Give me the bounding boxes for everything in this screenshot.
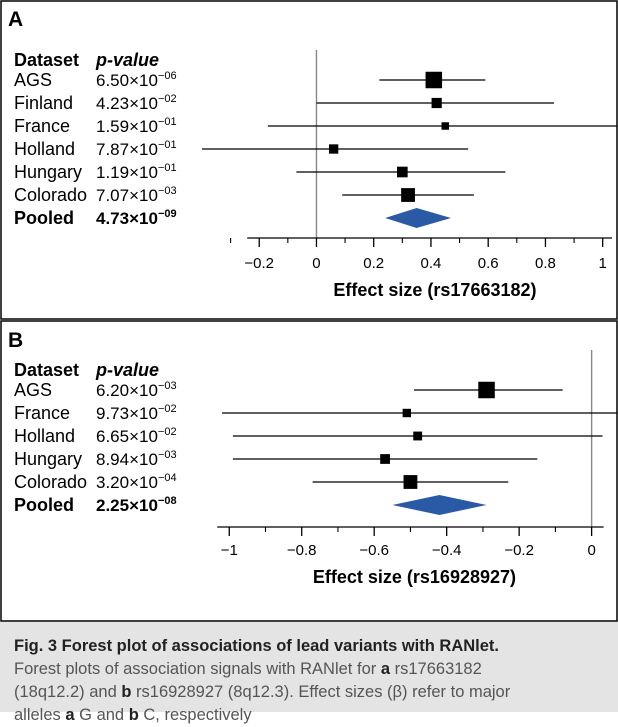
dataset-label: Hungary	[14, 449, 82, 469]
p-value-exponent: −01	[158, 139, 177, 151]
caption-ref-b: b	[128, 706, 139, 724]
p-value-label: 3.20×10−04	[96, 472, 177, 492]
point-estimate	[413, 431, 423, 441]
column-header-pvalue: p-value	[95, 360, 159, 380]
p-value-label: 4.73×10−09	[96, 208, 177, 228]
x-tick-label: 0.4	[421, 255, 442, 272]
column-header-dataset: Dataset	[14, 360, 79, 380]
dataset-label: Colorado	[14, 185, 87, 205]
dataset-label: France	[14, 403, 70, 423]
x-tick-label: −0.8	[287, 542, 317, 559]
pooled-diamond	[385, 208, 451, 228]
pooled-label: Pooled	[14, 208, 74, 228]
p-value-label: 1.59×10−01	[96, 116, 177, 136]
caption-text: rs16928927 (8q12.3). Effect sizes (β) re…	[136, 683, 511, 701]
point-estimate	[328, 144, 339, 154]
dataset-label: France	[14, 116, 70, 136]
dataset-label: AGS	[14, 380, 52, 400]
p-value-label: 6.20×10−03	[96, 380, 177, 400]
pooled-diamond	[392, 495, 487, 515]
caption-text: (18q12.2) and	[14, 683, 117, 701]
dataset-label: Finland	[14, 93, 73, 113]
forest-plot-figure: A Dataset p-value AGS 6.50×10−06 Finland 4.23×…	[0, 0, 618, 622]
p-value-exponent: −01	[158, 116, 177, 128]
point-estimate	[441, 122, 450, 130]
panel-label: A	[8, 8, 23, 31]
p-value-label: 8.94×10−03	[96, 449, 177, 469]
p-value-exponent: −04	[158, 472, 177, 484]
pooled-label: Pooled	[14, 495, 74, 515]
dataset-label: Holland	[14, 139, 75, 159]
caption-text: C, respectively	[143, 706, 252, 724]
dataset-label: Holland	[14, 426, 75, 446]
point-estimate	[380, 454, 390, 464]
point-estimate	[431, 97, 442, 109]
panel-frame	[0, 0, 618, 320]
caption-ref-b: b	[121, 683, 132, 701]
x-tick-label: −1	[221, 542, 238, 559]
x-tick-label: 0.2	[363, 255, 384, 272]
dataset-label: Colorado	[14, 472, 87, 492]
caption-text: Forest plots of association signals with…	[14, 660, 377, 678]
p-value-exponent: −08	[158, 495, 177, 507]
p-value-exponent: −09	[158, 208, 177, 220]
panel-frame	[0, 320, 618, 622]
p-value-exponent: −03	[158, 185, 177, 197]
p-value-exponent: −02	[158, 426, 177, 438]
point-estimate	[397, 166, 408, 178]
x-axis-label: Effect size (rs17663182)	[333, 280, 536, 300]
point-estimate	[403, 475, 418, 489]
dataset-label: AGS	[14, 70, 52, 90]
point-estimate	[425, 71, 443, 89]
p-value-label: 2.25×10−08	[96, 495, 177, 515]
p-value-exponent: −03	[158, 449, 177, 461]
point-estimate	[402, 408, 412, 418]
p-value-exponent: −01	[158, 162, 177, 174]
x-tick-label: −0.4	[432, 542, 462, 559]
p-value-exponent: −02	[158, 93, 177, 105]
p-value-exponent: −02	[158, 403, 177, 415]
x-tick-label: −0.2	[504, 542, 534, 559]
column-header-dataset: Dataset	[14, 50, 79, 70]
p-value-label: 1.19×10−01	[96, 162, 177, 182]
point-estimate	[478, 381, 495, 399]
p-value-label: 7.87×10−01	[96, 139, 177, 159]
x-tick-label: 0.8	[535, 255, 556, 272]
figure-caption: Fig. 3 Forest plot of associations of le…	[0, 622, 618, 724]
panel-label: B	[8, 329, 23, 352]
p-value-exponent: −03	[158, 380, 177, 392]
caption-ref-a: a	[65, 706, 75, 724]
p-value-exponent: −06	[158, 70, 177, 82]
p-value-label: 6.65×10−02	[96, 426, 177, 446]
x-tick-label: 0	[587, 542, 595, 559]
x-tick-label: −0.2	[244, 255, 274, 272]
p-value-label: 6.50×10−06	[96, 70, 177, 90]
caption-text: G and	[79, 706, 125, 724]
x-tick-label: 1	[599, 255, 607, 272]
x-tick-label: 0	[312, 255, 320, 272]
caption-text: rs17663182	[394, 660, 482, 678]
x-tick-label: −0.6	[359, 542, 389, 559]
caption-ref-a: a	[380, 660, 391, 678]
p-value-label: 9.73×10−02	[96, 403, 177, 423]
point-estimate	[401, 188, 415, 202]
x-axis-label: Effect size (rs16928927)	[313, 567, 516, 587]
p-value-label: 4.23×10−02	[96, 93, 177, 113]
column-header-pvalue: p-value	[95, 50, 159, 70]
x-tick-label: 0.6	[478, 255, 499, 272]
p-value-label: 7.07×10−03	[96, 185, 177, 205]
caption-text: alleles	[14, 706, 61, 724]
dataset-label: Hungary	[14, 162, 82, 182]
caption-title: Fig. 3 Forest plot of associations of le…	[14, 637, 499, 655]
